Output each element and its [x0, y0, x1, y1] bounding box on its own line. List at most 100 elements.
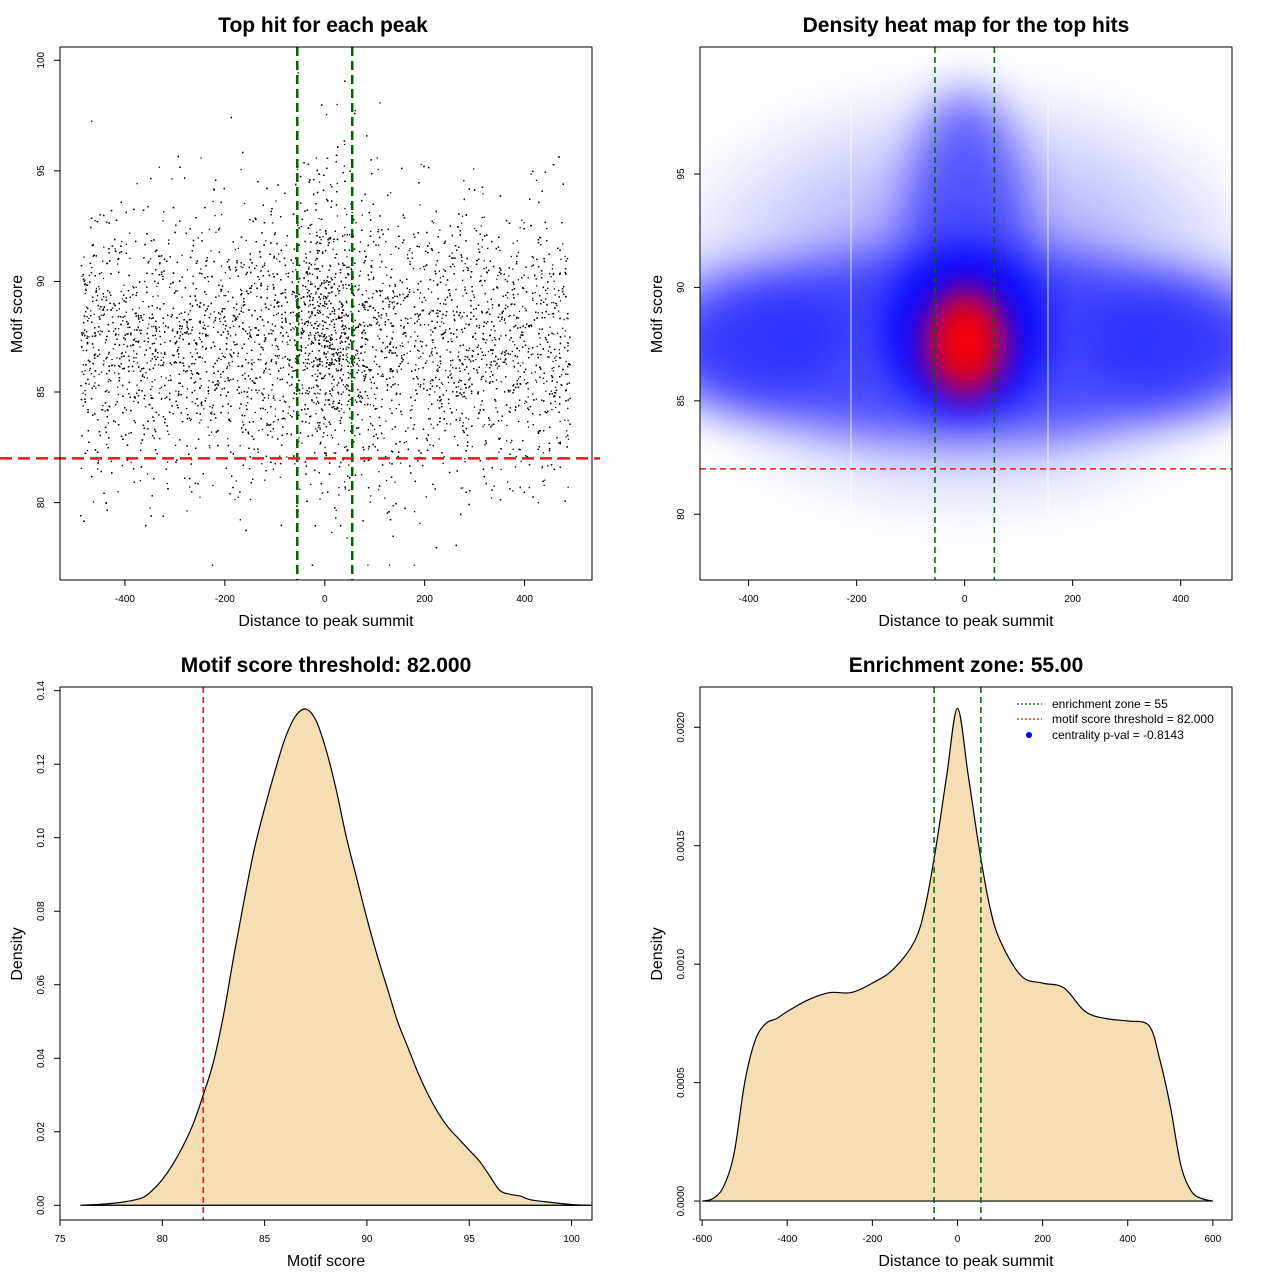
scatter-point: [268, 368, 270, 370]
scatter-point: [438, 270, 441, 272]
scatter-point: [178, 382, 180, 384]
scatter-point: [540, 353, 542, 356]
scatter-point: [317, 309, 319, 311]
scatter-point: [125, 351, 127, 353]
scatter-point: [523, 379, 526, 381]
scatter-point: [336, 238, 338, 240]
scatter-point: [326, 316, 328, 318]
scatter-point: [345, 287, 348, 290]
scatter-point: [429, 380, 432, 382]
scatter-point: [462, 279, 464, 281]
scatter-point: [103, 296, 105, 298]
scatter-point: [547, 350, 550, 352]
scatter-point: [541, 465, 544, 468]
scatter-point: [531, 265, 533, 267]
scatter-point: [123, 284, 125, 286]
scatter-point: [519, 226, 521, 229]
scatter-point: [187, 313, 189, 316]
scatter-point: [341, 312, 344, 314]
scatter-point: [277, 357, 280, 359]
scatter-point: [430, 334, 432, 336]
scatter-point: [443, 322, 445, 325]
scatter-point: [553, 280, 555, 282]
scatter-point: [149, 258, 152, 260]
scatter-point: [334, 276, 336, 279]
scatter-point: [564, 419, 566, 421]
scatter-point: [462, 422, 464, 424]
scatter-point: [536, 345, 539, 348]
scatter-point: [273, 314, 275, 317]
scatter-point: [400, 462, 402, 464]
scatter-point: [459, 360, 461, 362]
scatter-point: [300, 349, 302, 351]
scatter-point: [352, 325, 354, 327]
scatter-point: [335, 338, 338, 341]
scatter-point: [551, 302, 553, 304]
scatter-point: [361, 346, 363, 348]
scatter-point: [391, 338, 394, 340]
scatter-point: [458, 379, 461, 381]
scatter-point: [326, 434, 329, 437]
scatter-point: [342, 284, 344, 286]
scatter-point: [189, 310, 191, 312]
scatter-point: [308, 305, 310, 307]
scatter-point: [515, 455, 517, 458]
scatter-point: [249, 498, 252, 501]
scatter-point: [111, 358, 113, 361]
scatter-point: [162, 356, 164, 359]
scatter-point: [558, 289, 560, 292]
scatter-point: [340, 317, 342, 319]
scatter-point: [517, 279, 520, 281]
scatter-point: [322, 365, 324, 367]
scatter-point: [343, 411, 345, 414]
scatter-point: [323, 295, 325, 297]
scatter-point: [506, 297, 509, 299]
scatter-point: [174, 336, 176, 338]
scatter-point: [388, 462, 391, 464]
scatter-point: [549, 326, 551, 328]
scatter-point: [172, 328, 174, 330]
scatter-point: [328, 237, 330, 239]
scatter-point: [513, 314, 515, 316]
scatter-point: [429, 311, 432, 313]
scatter-point: [102, 314, 104, 317]
scatter-point: [114, 248, 116, 250]
scatter-point: [162, 220, 164, 222]
scatter-point: [84, 279, 86, 282]
scatter-point: [327, 351, 329, 353]
scatter-point: [413, 291, 415, 293]
scatter-point: [315, 291, 317, 293]
scatter-point: [317, 334, 320, 336]
scatter-point: [509, 407, 511, 409]
scatter-point: [342, 459, 345, 461]
scatter-point: [159, 387, 161, 390]
scatter-point: [106, 309, 109, 311]
scatter-point: [477, 417, 479, 420]
scatter-point: [306, 288, 308, 291]
scatter-point: [379, 102, 381, 104]
scatter-point: [480, 225, 482, 227]
scatter-point: [191, 326, 194, 328]
scatter-point: [552, 370, 554, 372]
scatter-point: [517, 293, 519, 295]
scatter-point: [245, 239, 247, 242]
scatter-point: [369, 378, 371, 381]
scatter-point: [402, 299, 405, 302]
scatter-point: [100, 371, 103, 373]
scatter-point: [198, 336, 201, 339]
scatter-point: [400, 303, 402, 306]
scatter-point: [154, 379, 156, 381]
scatter-point: [274, 399, 276, 401]
scatter-point: [92, 346, 95, 349]
scatter-point: [282, 327, 284, 329]
scatter-point: [279, 455, 281, 457]
scatter-point: [344, 226, 346, 228]
scatter-point: [230, 335, 232, 337]
scatter-point: [295, 361, 297, 363]
scatter-point: [463, 311, 465, 314]
scatter-point: [143, 313, 145, 316]
scatter-point: [427, 324, 430, 326]
scatter-point: [392, 331, 394, 333]
scatter-point: [315, 157, 317, 159]
scatter-point: [344, 283, 347, 286]
